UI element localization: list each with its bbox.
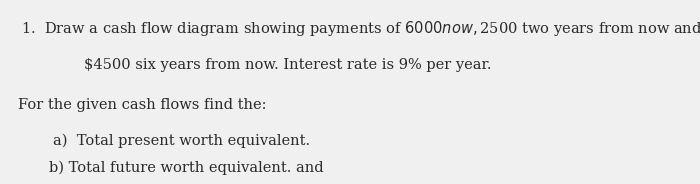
Text: 1.  Draw a cash flow diagram showing payments of $6000 now, $2500 two years from: 1. Draw a cash flow diagram showing paym… [21,19,700,38]
Text: a)  Total present worth equivalent.: a) Total present worth equivalent. [52,133,309,148]
Text: b) Total future worth equivalent. and: b) Total future worth equivalent. and [49,161,323,175]
Text: For the given cash flows find the:: For the given cash flows find the: [18,98,266,112]
Text: $4500 six years from now. Interest rate is 9% per year.: $4500 six years from now. Interest rate … [84,58,491,72]
